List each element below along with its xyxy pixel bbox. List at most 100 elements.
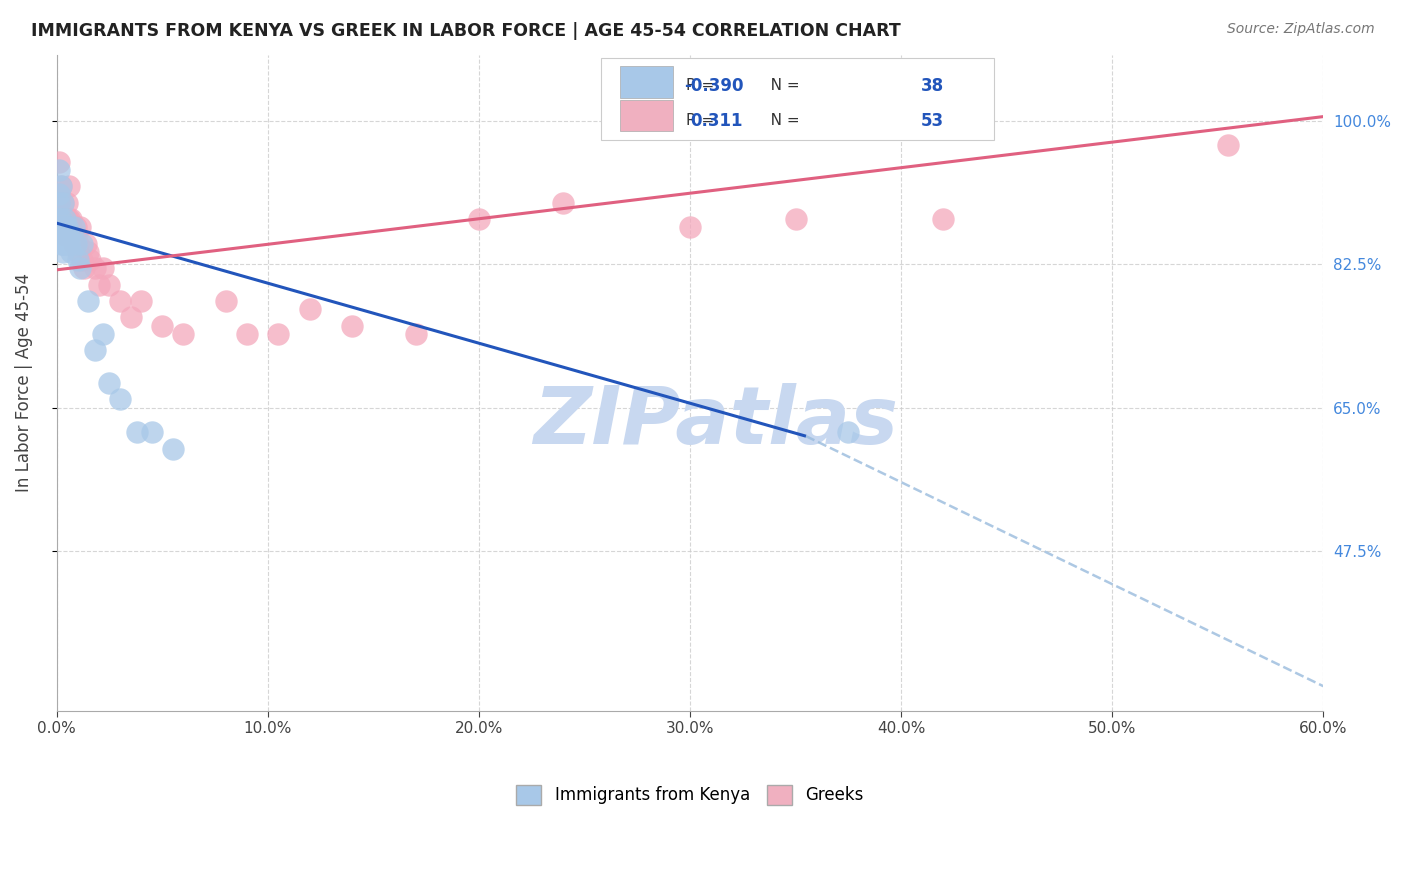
Point (298, 302, 321, 317)
Text: Source: ZipAtlas.com: Source: ZipAtlas.com (1227, 22, 1375, 37)
Point (75, 236, 97, 251)
Point (91, 326, 114, 341)
Point (56, 228, 79, 243)
Point (162, 442, 184, 456)
Point (932, 212, 955, 227)
Point (49, 228, 72, 243)
Point (52, 212, 75, 227)
Text: 38: 38 (921, 77, 943, 95)
Point (62, 228, 84, 243)
Point (83, 343, 105, 358)
Point (69, 220, 91, 235)
Point (49, 179, 72, 194)
Point (120, 310, 142, 325)
Y-axis label: In Labor Force | Age 45-54: In Labor Force | Age 45-54 (15, 274, 32, 492)
Point (77, 293, 100, 308)
Point (91, 261, 114, 276)
Legend: Immigrants from Kenya, Greeks: Immigrants from Kenya, Greeks (510, 778, 870, 812)
Point (60, 244, 83, 259)
Text: R =: R = (686, 113, 714, 128)
Point (98, 277, 121, 292)
Point (679, 220, 702, 235)
Point (49, 212, 72, 227)
FancyBboxPatch shape (620, 66, 673, 98)
Point (214, 293, 236, 308)
Point (235, 326, 257, 341)
Point (56, 220, 79, 235)
Point (48, 195, 70, 210)
Point (65, 236, 87, 251)
Point (66, 252, 89, 267)
Text: ZIPatlas: ZIPatlas (533, 384, 898, 461)
Point (70, 236, 93, 251)
Point (56, 228, 79, 243)
Point (53, 220, 76, 235)
Point (56, 195, 79, 210)
Point (49, 220, 72, 235)
Point (150, 318, 173, 333)
Point (69, 261, 91, 276)
Text: 53: 53 (921, 112, 943, 129)
Point (129, 293, 152, 308)
Point (52, 195, 75, 210)
Point (58, 236, 80, 251)
Point (837, 425, 859, 439)
Point (66, 236, 89, 251)
Point (52, 244, 75, 259)
Point (56, 220, 79, 235)
Point (87, 277, 110, 292)
FancyBboxPatch shape (620, 100, 673, 131)
Point (60, 212, 83, 227)
Point (53, 212, 76, 227)
Point (340, 318, 363, 333)
Point (65, 228, 87, 243)
Point (49, 220, 72, 235)
Text: R =: R = (686, 78, 714, 94)
Point (468, 212, 491, 227)
Point (141, 425, 163, 439)
Point (48, 195, 70, 210)
Point (405, 326, 427, 341)
Point (58, 220, 80, 235)
Point (65, 220, 87, 235)
Text: N =: N = (756, 113, 800, 128)
Text: -0.390: -0.390 (683, 77, 744, 95)
Point (553, 195, 575, 210)
Point (52, 195, 75, 210)
Point (70, 252, 93, 267)
Point (56, 212, 79, 227)
Point (52, 228, 75, 243)
Point (48, 212, 70, 227)
Point (53, 228, 76, 243)
Point (267, 326, 290, 341)
Text: N =: N = (756, 78, 800, 94)
Point (58, 228, 80, 243)
Point (49, 179, 72, 194)
Point (172, 326, 194, 341)
Point (48, 187, 70, 202)
Text: IMMIGRANTS FROM KENYA VS GREEK IN LABOR FORCE | AGE 45-54 CORRELATION CHART: IMMIGRANTS FROM KENYA VS GREEK IN LABOR … (31, 22, 901, 40)
Point (83, 261, 105, 276)
Point (53, 236, 76, 251)
Point (98, 376, 121, 390)
Point (53, 220, 76, 235)
Point (77, 244, 100, 259)
Point (62, 220, 84, 235)
Point (58, 228, 80, 243)
Point (66, 244, 89, 259)
Point (58, 212, 80, 227)
Text: 0.311: 0.311 (690, 112, 744, 129)
Point (785, 212, 807, 227)
Point (48, 162, 70, 177)
FancyBboxPatch shape (602, 58, 994, 140)
Point (62, 236, 84, 251)
Point (1218, 138, 1240, 153)
Point (58, 179, 80, 194)
Point (52, 220, 75, 235)
Point (53, 212, 76, 227)
Point (79, 252, 101, 267)
Point (52, 236, 75, 251)
Point (108, 293, 131, 308)
Point (53, 228, 76, 243)
Point (48, 154, 70, 169)
